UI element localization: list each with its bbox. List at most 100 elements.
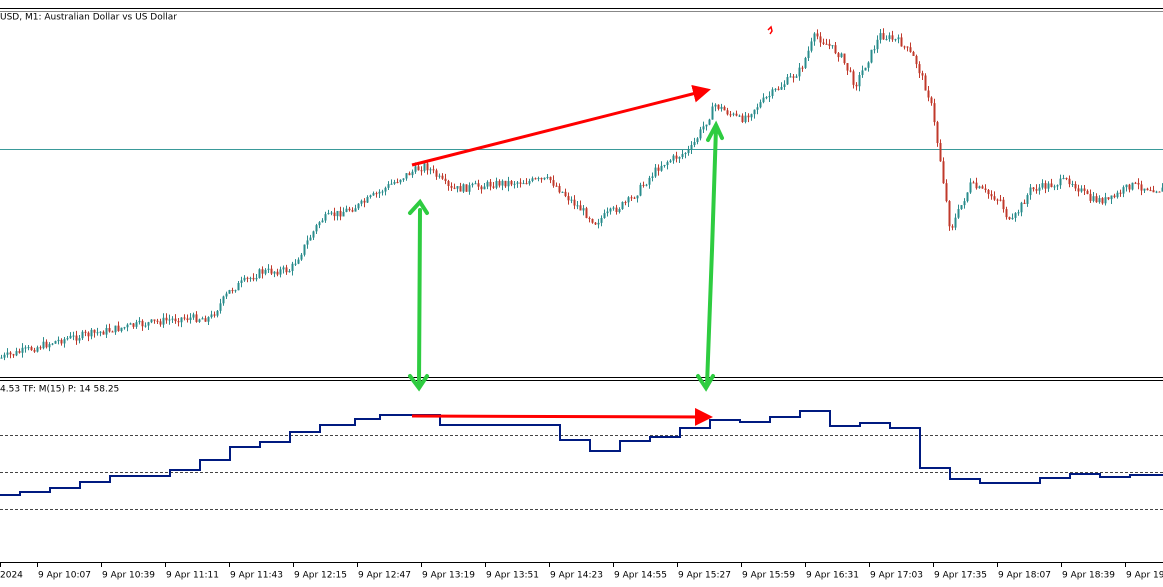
candle-body <box>156 320 159 322</box>
candle-body <box>90 329 93 337</box>
time-label: 9 Apr 17:35 <box>934 571 987 581</box>
time-label: 9 Apr 13:51 <box>486 571 539 581</box>
candle-body <box>540 178 543 180</box>
candle-body <box>579 205 582 211</box>
candle-body <box>1008 217 1011 220</box>
candle-body <box>243 277 246 281</box>
candle-body <box>87 332 90 337</box>
candle-body <box>672 155 675 161</box>
candle-body <box>15 351 18 356</box>
candle-body <box>831 45 834 47</box>
candle-body <box>834 45 837 54</box>
time-label: 9 Apr 18:07 <box>998 571 1051 581</box>
candle-body <box>75 335 78 341</box>
candle-body <box>465 184 468 192</box>
time-label: 9 Apr 15:59 <box>742 571 795 581</box>
candle-body <box>126 324 129 328</box>
candle-body <box>486 181 489 187</box>
candle-body <box>1092 196 1095 201</box>
candle-body <box>657 167 660 171</box>
candle-body <box>924 75 927 91</box>
candle-body <box>288 270 291 273</box>
candle-body <box>651 176 654 178</box>
candle-body <box>24 347 27 349</box>
candle-body <box>927 90 930 98</box>
candle-body <box>642 184 645 186</box>
candle-body <box>675 155 678 159</box>
candle-body <box>1023 202 1026 204</box>
candle-body <box>180 317 183 323</box>
candle-body <box>1137 182 1140 185</box>
candle-body <box>720 106 723 109</box>
candle-body <box>405 173 408 179</box>
candle-body <box>417 166 420 171</box>
candle-body <box>396 182 399 184</box>
candle-body <box>747 115 750 118</box>
time-label: 9 Apr 13:19 <box>422 571 475 581</box>
green-arrow <box>696 120 724 392</box>
candle-body <box>9 352 12 355</box>
candle-body <box>891 35 894 40</box>
candle-body <box>852 71 855 85</box>
candle-body <box>369 195 372 197</box>
candle-body <box>144 325 147 327</box>
candle-body <box>561 191 564 193</box>
candle-body <box>300 254 303 260</box>
candle-body <box>453 187 456 189</box>
candle-body <box>588 217 591 220</box>
candle-body <box>321 220 324 223</box>
candle-body <box>1149 190 1152 192</box>
candle-body <box>903 46 906 48</box>
candle-body <box>330 212 333 214</box>
candle-body <box>69 335 72 339</box>
candle-body <box>96 332 99 334</box>
candle-body <box>1005 209 1008 218</box>
candle-body <box>1035 189 1038 191</box>
candle-body <box>78 338 81 341</box>
candle-body <box>414 166 417 172</box>
candle-body <box>771 89 774 96</box>
candle-body <box>429 169 432 171</box>
candle-body <box>375 193 378 195</box>
candle-body <box>1128 184 1131 190</box>
candle-body <box>546 176 549 178</box>
candle-body <box>1056 185 1059 187</box>
time-label: 9 Apr 17:03 <box>870 571 923 581</box>
candle-body <box>603 213 606 218</box>
candle-body <box>906 46 909 48</box>
candle-body <box>1083 188 1086 191</box>
candle-body <box>939 143 942 162</box>
candle-body <box>411 171 414 176</box>
time-label: 9 Apr 10:39 <box>102 571 155 581</box>
candle-body <box>1074 183 1077 189</box>
candle-body <box>114 325 117 333</box>
candle-body <box>93 329 96 333</box>
candle-body <box>945 183 948 202</box>
candle-body <box>822 42 825 44</box>
candle-body <box>1065 178 1068 180</box>
candle-body <box>111 331 114 333</box>
candle-body <box>819 36 822 43</box>
candle-body <box>84 331 87 333</box>
candle-body <box>753 109 756 115</box>
candle-body <box>42 341 45 349</box>
candle-body <box>780 86 783 90</box>
candle-body <box>1152 190 1155 193</box>
candle-body <box>825 43 828 45</box>
candle-body <box>1098 198 1101 203</box>
candle-body <box>1029 187 1032 196</box>
candle-body <box>354 208 357 212</box>
candle-body <box>801 67 804 69</box>
candle-body <box>690 144 693 150</box>
candle-body <box>816 33 819 37</box>
candle-body <box>441 175 444 179</box>
candle-body <box>609 208 612 212</box>
candle-body <box>1119 192 1122 194</box>
candle-body <box>519 182 522 184</box>
candle-body <box>495 180 498 188</box>
time-label: 9 Apr 12:47 <box>358 571 411 581</box>
candle-body <box>468 185 471 192</box>
candle-body <box>30 347 33 351</box>
green-arrow <box>408 198 429 392</box>
